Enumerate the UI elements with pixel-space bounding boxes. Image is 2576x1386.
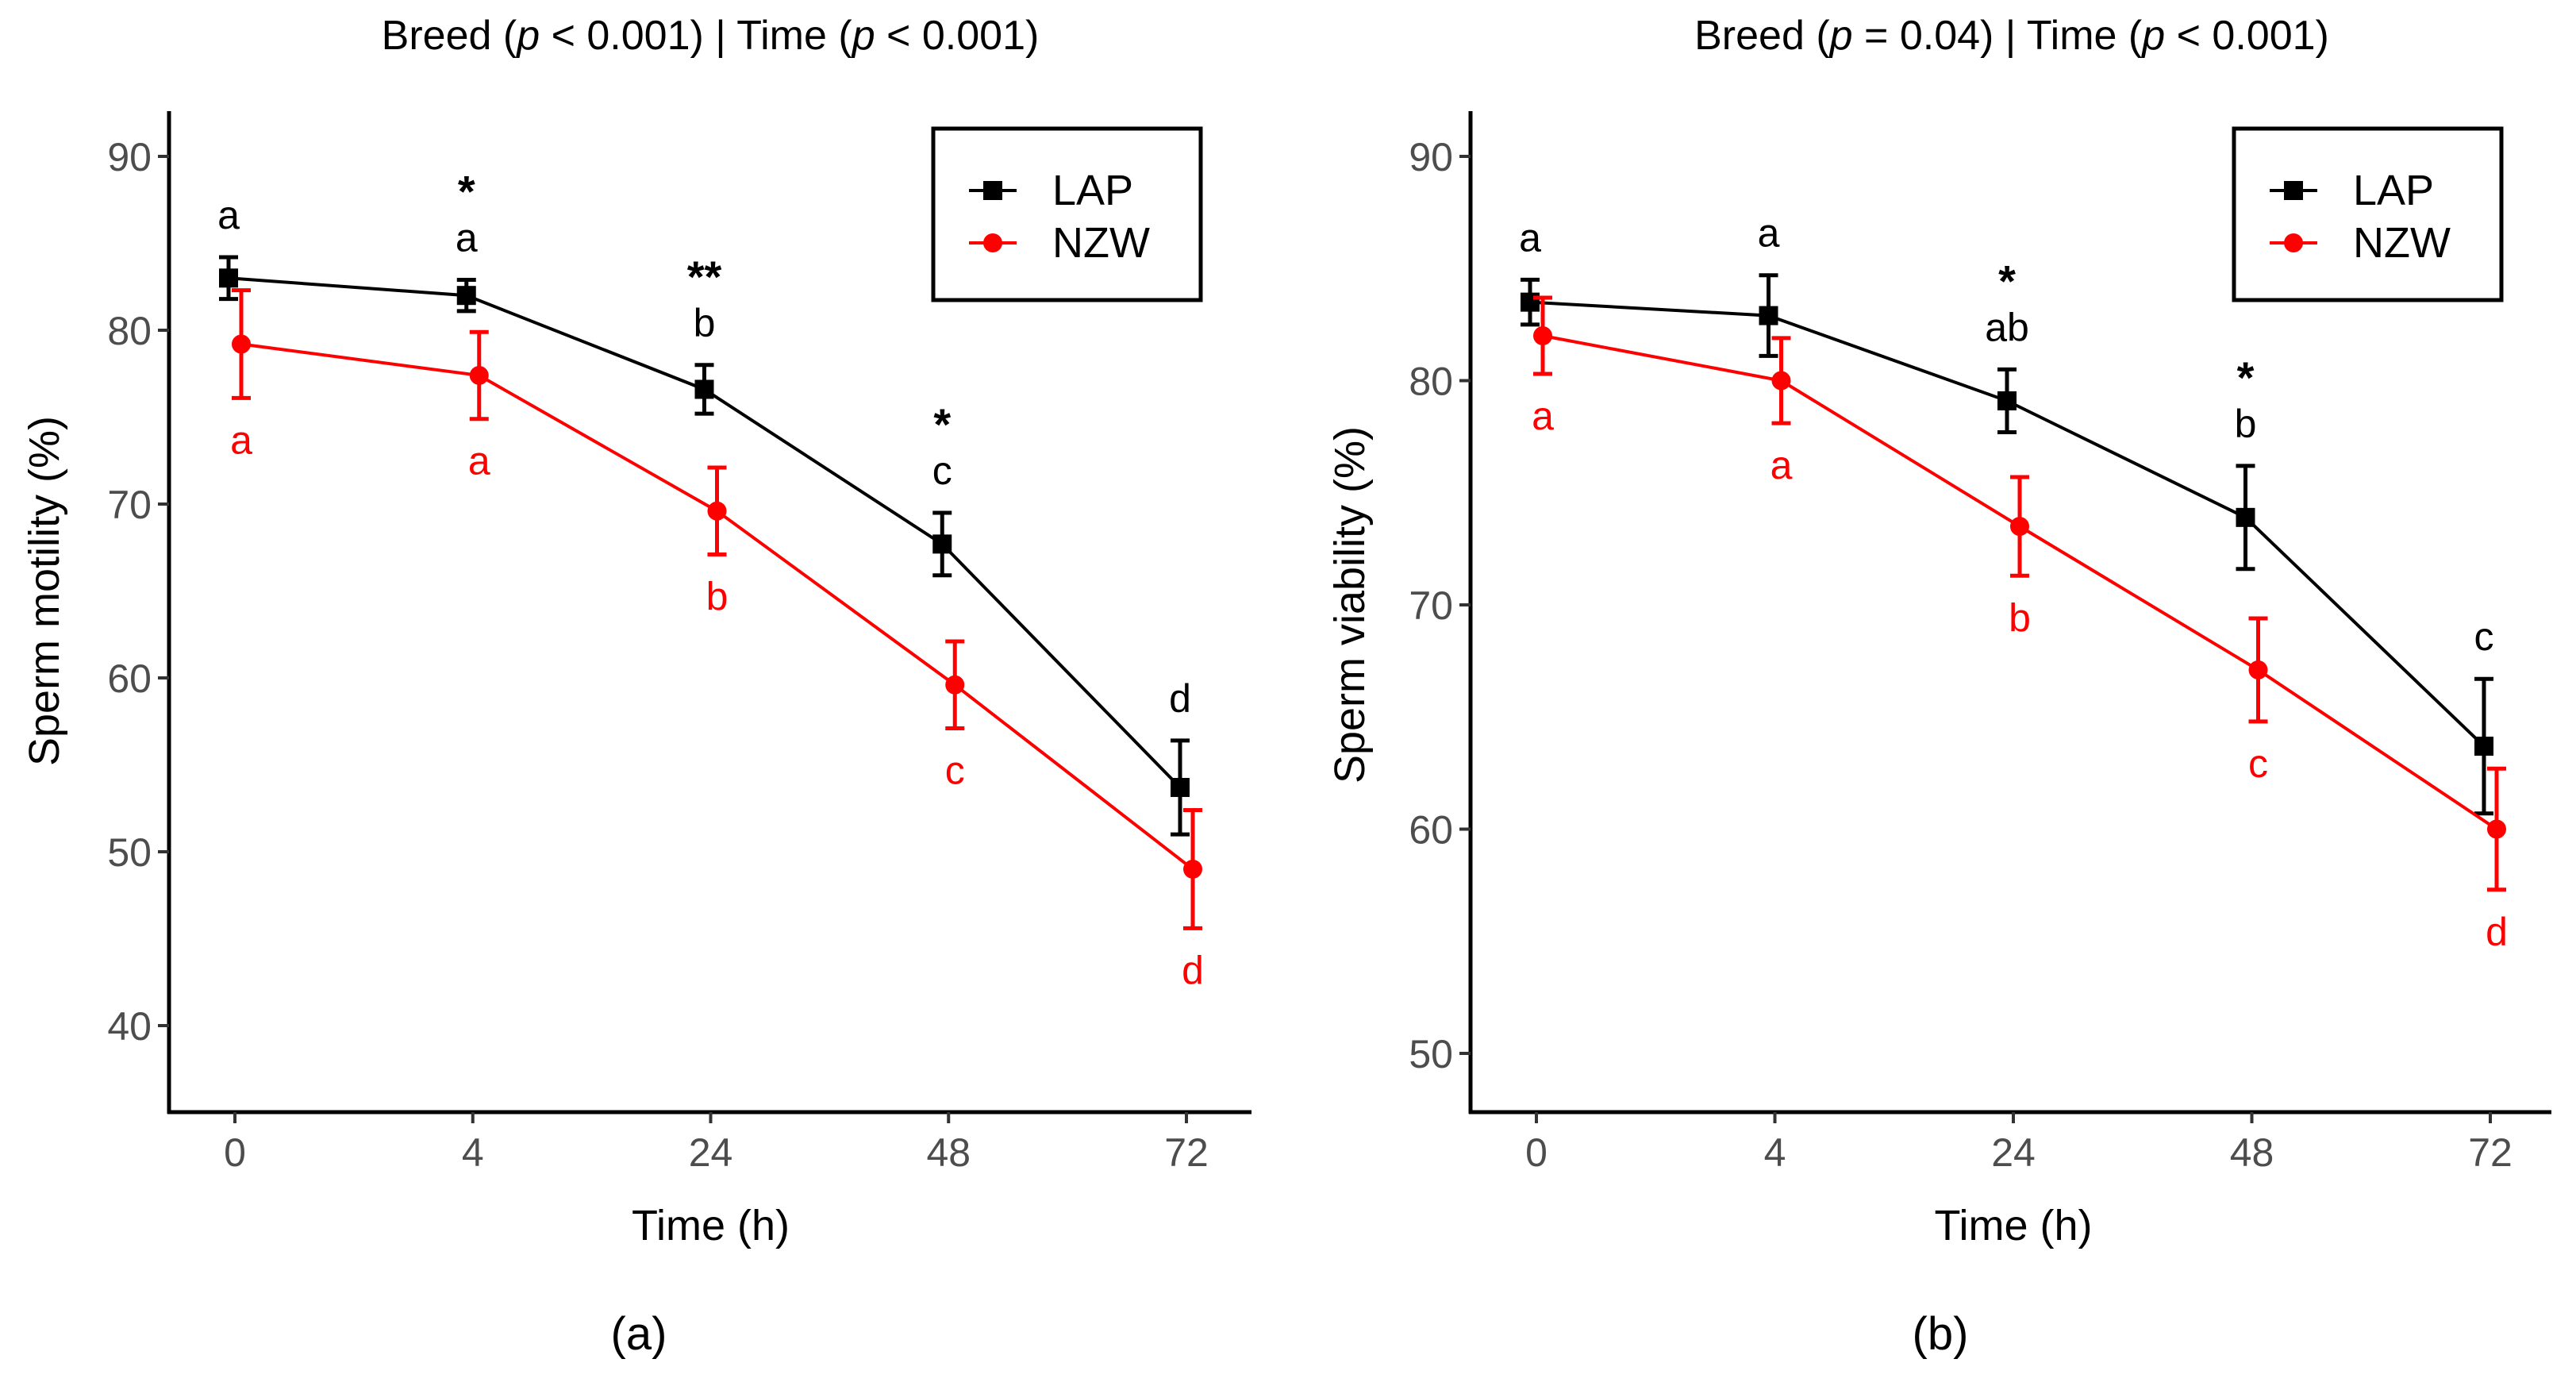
x-tick-label: 72: [2468, 1130, 2513, 1175]
data-point-square: [2474, 736, 2493, 756]
y-tick-label: 80: [1409, 360, 1453, 404]
significance-letter: c: [945, 749, 965, 793]
legend-label: NZW: [1052, 219, 1150, 267]
legend-square-icon: [983, 181, 1002, 200]
x-tick-label: 24: [1991, 1130, 2036, 1175]
data-point-square: [1521, 292, 1540, 312]
legend-square-icon: [2284, 181, 2303, 200]
x-tick-label: 48: [926, 1130, 971, 1175]
panel-a: Breed (p < 0.001) | Time (p < 0.001)4050…: [21, 13, 1251, 1360]
series-nzw: a a b c d: [230, 288, 1204, 992]
legend: LAP NZW: [931, 126, 1203, 302]
legend-label: LAP: [1052, 167, 1133, 214]
significance-letter: b: [2235, 402, 2257, 446]
data-point-circle: [2248, 660, 2268, 680]
x-tick-label: 24: [689, 1130, 733, 1175]
data-point-square: [2236, 507, 2255, 527]
y-tick-label: 90: [1409, 135, 1453, 179]
panel-b: Breed (p = 0.04) | Time (p < 0.001) 50 60 7…: [1326, 13, 2551, 1360]
data-point-circle: [232, 334, 251, 354]
significance-star: *: [458, 166, 475, 216]
data-point-circle: [469, 365, 489, 385]
significance-letter: b: [2009, 595, 2031, 640]
data-point-square: [694, 379, 714, 399]
data-point-square: [219, 268, 238, 288]
significance-star: *: [933, 399, 951, 449]
significance-letter: a: [456, 215, 478, 260]
data-point-circle: [1183, 859, 1202, 879]
significance-letter: d: [2486, 910, 2508, 954]
x-tick-label: 0: [1525, 1130, 1548, 1175]
legend: LAP NZW: [2232, 126, 2504, 302]
panel-label: (b): [1913, 1308, 1969, 1360]
significance-letter: c: [2474, 614, 2494, 659]
y-tick-label: 50: [1409, 1032, 1453, 1076]
x-axis-label: Time (h): [632, 1202, 790, 1249]
data-point-square: [1171, 777, 1190, 797]
y-tick-label: 60: [107, 656, 152, 701]
y-tick-label: 80: [107, 309, 152, 353]
y-tick-label: 70: [1409, 583, 1453, 628]
significance-star: *: [2237, 352, 2255, 402]
y-tick-label: 70: [107, 483, 152, 527]
data-point-square: [1759, 306, 1778, 325]
y-axis-label: Sperm motility (%): [21, 416, 68, 766]
x-axis-label: Time (h): [1935, 1202, 2093, 1249]
significance-letter: d: [1169, 676, 1191, 721]
legend-box: [2232, 126, 2504, 302]
legend-circle-icon: [983, 233, 1002, 252]
data-point-circle: [2487, 819, 2506, 839]
x-tick-label: 72: [1164, 1130, 1209, 1175]
significance-letter: b: [706, 575, 729, 619]
chart-title: Breed (p = 0.04) | Time (p < 0.001): [1694, 13, 2329, 59]
legend-label: LAP: [2353, 167, 2434, 214]
y-tick-label: 90: [107, 135, 152, 179]
data-point-circle: [1771, 371, 1791, 391]
significance-letter: c: [2248, 741, 2268, 786]
x-tick-label: 48: [2230, 1130, 2274, 1175]
significance-star: *: [1998, 256, 2016, 306]
legend-box: [931, 126, 1203, 302]
significance-letter: a: [1532, 394, 1554, 438]
y-tick-label: 40: [107, 1004, 152, 1049]
y-axis-label: Sperm viability (%): [1326, 426, 1374, 783]
data-point-square: [456, 286, 476, 306]
significance-letter: a: [1758, 211, 1780, 256]
y-tick-label: 60: [1409, 808, 1453, 853]
significance-letter: a: [1771, 443, 1793, 487]
x-tick-label: 4: [1764, 1130, 1786, 1175]
significance-letter: b: [694, 301, 716, 345]
series-line: [228, 276, 1182, 789]
significance-letter: a: [1519, 215, 1541, 260]
data-point-circle: [707, 501, 727, 521]
significance-letter: a: [468, 439, 490, 483]
data-point-circle: [1533, 326, 1552, 345]
significance-letter: c: [932, 449, 952, 493]
significance-letter: a: [217, 193, 240, 237]
data-point-circle: [2010, 517, 2029, 537]
data-point-square: [932, 534, 952, 554]
significance-letter: a: [230, 418, 252, 462]
data-point-square: [1997, 391, 2017, 410]
data-point-circle: [945, 675, 965, 695]
legend-label: NZW: [2353, 219, 2451, 267]
x-tick-label: 0: [224, 1130, 246, 1175]
series-lap: aa*b**c*d: [217, 166, 1191, 837]
series-line: [1542, 334, 2498, 831]
legend-circle-icon: [2284, 233, 2303, 252]
x-tick-label: 4: [462, 1130, 484, 1175]
series-lap: a aab*b*c: [1519, 211, 2494, 816]
significance-letter: ab: [1985, 305, 2029, 349]
y-tick-label: 50: [107, 830, 152, 875]
chart-title: Breed (p < 0.001) | Time (p < 0.001): [382, 13, 1040, 59]
significance-letter: d: [1182, 948, 1204, 992]
significance-star: **: [687, 252, 722, 302]
panel-label: (a): [611, 1308, 667, 1360]
